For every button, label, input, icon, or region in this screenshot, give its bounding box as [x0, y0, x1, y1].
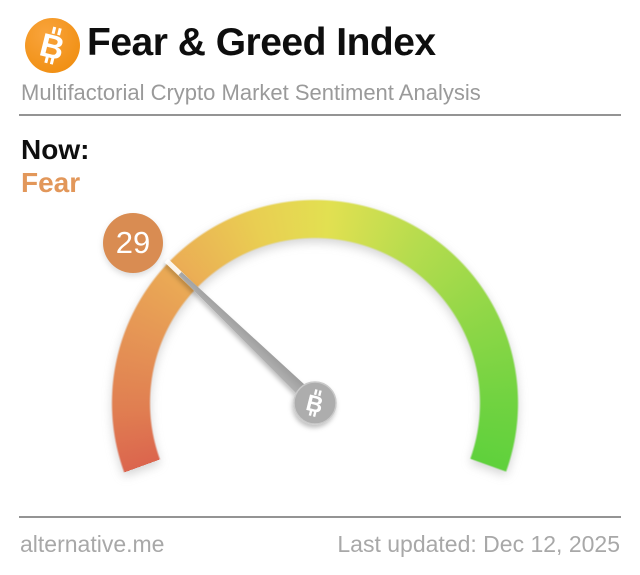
page-title: Fear & Greed Index [87, 21, 436, 64]
value-badge-text: 29 [115, 225, 151, 260]
now-label: Now: [21, 134, 90, 165]
pivot-bitcoin-glyph: B [304, 389, 326, 418]
last-updated-text: Last updated: Dec 12, 2025 [337, 531, 620, 557]
gauge-pivot [293, 381, 337, 425]
bitcoin-icon-circle [25, 18, 80, 73]
header-divider [19, 114, 621, 116]
footer-divider [19, 516, 621, 518]
svg-text:B: B [304, 389, 326, 418]
bitcoin-icon: B [25, 18, 80, 73]
gauge-needle [178, 271, 320, 408]
site-link[interactable]: alternative.me [20, 531, 165, 557]
page-subtitle: Multifactorial Crypto Market Sentiment A… [21, 80, 481, 105]
gauge-needle-group [164, 258, 320, 408]
classification-text: Fear [21, 167, 81, 198]
value-badge: 29 [103, 213, 163, 273]
